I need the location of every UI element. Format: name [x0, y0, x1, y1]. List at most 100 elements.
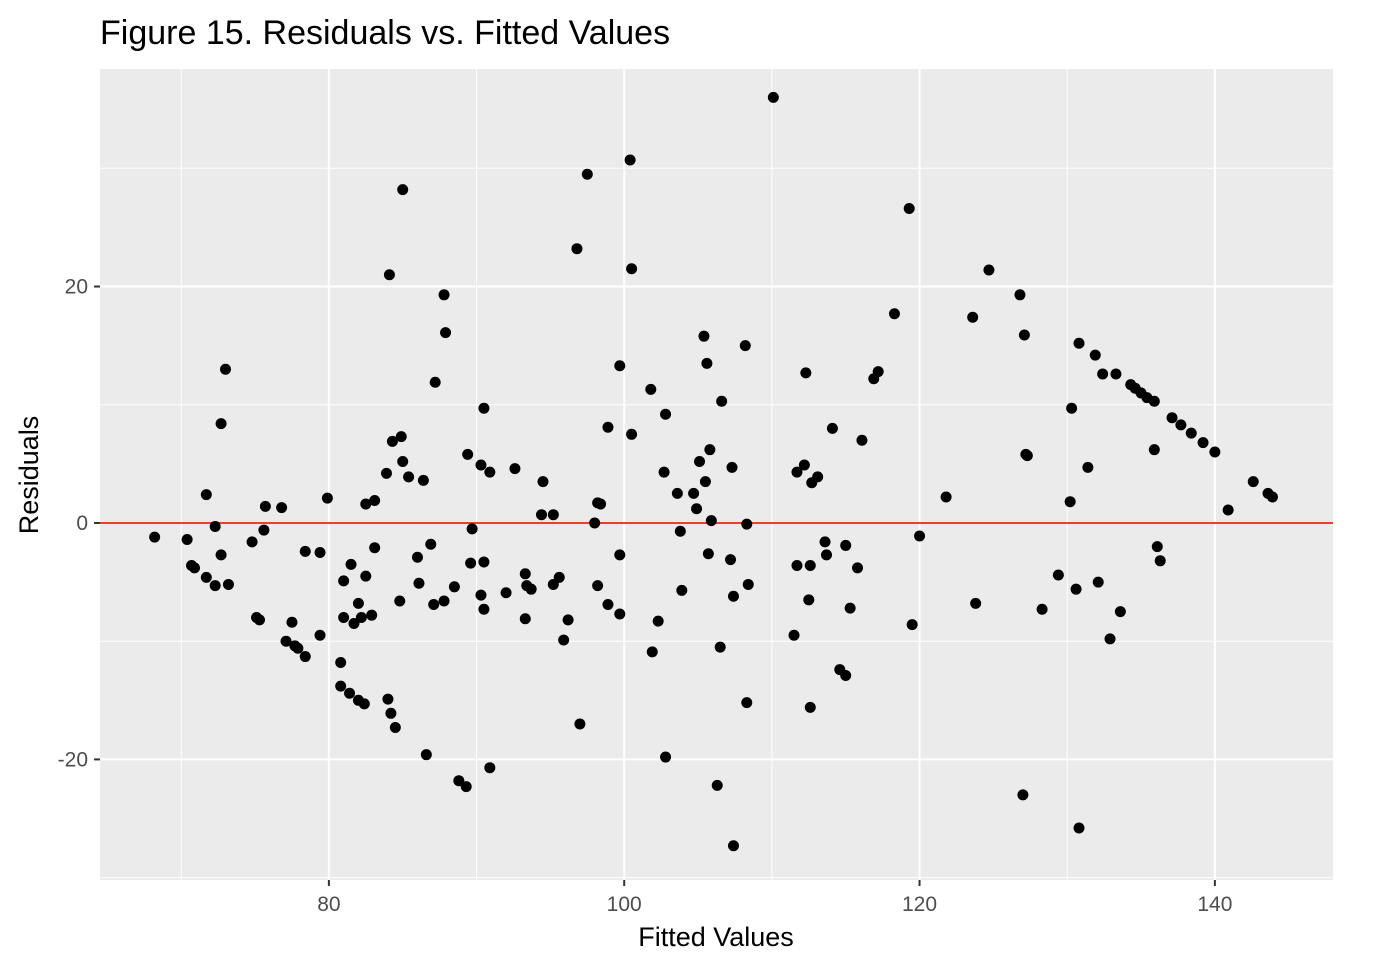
data-point: [821, 549, 833, 561]
data-point: [704, 444, 716, 456]
data-point: [914, 530, 926, 542]
data-point: [804, 560, 816, 572]
data-point: [222, 578, 234, 590]
data-point: [438, 595, 450, 607]
y-tick-label: 20: [65, 276, 88, 299]
data-point: [660, 751, 672, 763]
data-point: [626, 428, 638, 440]
data-point: [417, 474, 429, 486]
data-point: [383, 269, 395, 281]
data-point: [1070, 583, 1082, 595]
data-point: [537, 476, 549, 488]
data-point: [299, 651, 311, 663]
data-point: [366, 609, 378, 621]
data-point: [1097, 368, 1109, 380]
data-point: [547, 509, 559, 521]
y-axis: -20 0 20: [58, 276, 100, 771]
data-point: [791, 560, 803, 572]
data-point: [624, 154, 636, 166]
data-point: [189, 562, 201, 574]
data-point: [819, 536, 831, 548]
data-point: [840, 539, 852, 551]
data-point: [694, 455, 706, 467]
data-point: [369, 495, 381, 507]
data-point: [804, 701, 816, 713]
data-point: [812, 471, 824, 483]
data-point: [276, 502, 288, 514]
data-point: [626, 263, 638, 275]
data-point: [558, 634, 570, 646]
data-point: [1175, 419, 1187, 431]
data-point: [509, 463, 521, 475]
data-point: [258, 524, 270, 536]
data-point: [1089, 349, 1101, 361]
data-point: [500, 587, 512, 599]
data-point: [478, 402, 490, 414]
data-point: [711, 779, 723, 791]
data-point: [420, 749, 432, 761]
data-point: [335, 656, 347, 668]
data-point: [1166, 412, 1178, 424]
data-point: [448, 581, 460, 593]
data-point: [727, 840, 739, 852]
data-point: [676, 584, 688, 596]
data-point: [299, 545, 311, 557]
data-point: [355, 612, 367, 624]
data-point: [403, 471, 415, 483]
x-axis-label: Fitted Values: [638, 922, 794, 952]
data-point: [209, 521, 221, 533]
data-point: [701, 357, 713, 369]
data-point: [1052, 569, 1064, 581]
data-point: [475, 459, 487, 471]
data-point: [292, 642, 304, 654]
x-tick-label: 80: [317, 893, 340, 916]
data-point: [872, 366, 884, 378]
data-point: [1266, 491, 1278, 503]
plot-panel: [100, 69, 1333, 880]
data-point: [1148, 444, 1160, 456]
y-tick-label: 0: [76, 512, 88, 535]
data-point: [438, 289, 450, 301]
data-point: [453, 775, 465, 787]
data-point: [906, 619, 918, 631]
data-point: [888, 308, 900, 320]
data-point: [465, 557, 477, 569]
data-point: [321, 492, 333, 504]
data-point: [411, 551, 423, 563]
data-point: [856, 434, 868, 446]
data-point: [602, 421, 614, 433]
data-point: [246, 536, 258, 548]
data-point: [1114, 606, 1126, 618]
data-point: [705, 515, 717, 527]
data-point: [1018, 329, 1030, 341]
data-point: [369, 542, 381, 554]
data-point: [739, 340, 751, 352]
data-point: [428, 599, 440, 611]
data-point: [1021, 450, 1033, 462]
data-point: [940, 491, 952, 503]
data-point: [358, 698, 370, 710]
data-point: [475, 589, 487, 601]
data-point: [553, 571, 565, 583]
data-point: [852, 562, 864, 574]
data-point: [840, 669, 852, 681]
data-point: [1092, 576, 1104, 588]
data-point: [348, 617, 360, 629]
data-point: [698, 330, 710, 342]
x-tick-label: 120: [902, 893, 937, 916]
data-point: [967, 311, 979, 323]
data-point: [602, 599, 614, 611]
minor-gridlines: [100, 69, 1333, 880]
x-axis: 80 100 120 140: [317, 880, 1232, 916]
data-point: [1154, 555, 1166, 567]
data-point: [589, 517, 601, 529]
data-point: [800, 367, 812, 379]
data-point: [699, 476, 711, 488]
data-point: [345, 558, 357, 570]
data-point: [716, 395, 728, 407]
data-point: [1036, 603, 1048, 615]
data-points: [149, 91, 1278, 852]
data-point: [726, 461, 738, 473]
data-point: [338, 612, 350, 624]
